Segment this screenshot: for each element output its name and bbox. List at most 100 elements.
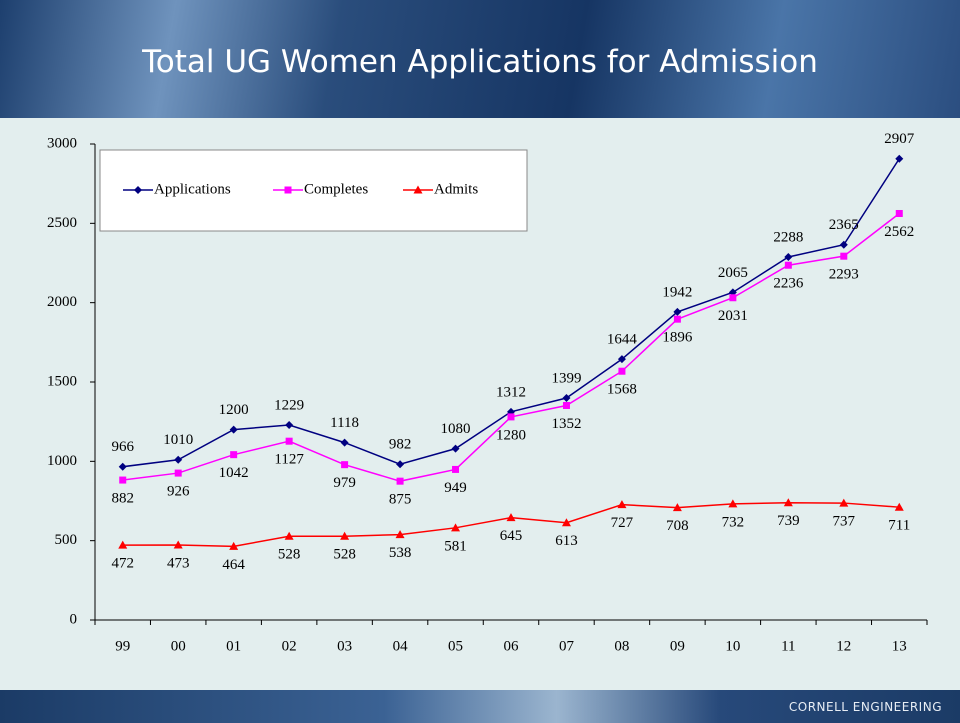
x-tick-label: 02 [282,638,297,654]
data-label: 472 [111,556,134,572]
data-label: 1399 [551,370,581,386]
chart: 0500100015002000250030009900010203040506… [0,0,960,723]
point [895,155,903,163]
y-tick-label: 500 [55,532,78,548]
point [729,294,736,301]
point [396,460,404,468]
data-label: 581 [444,538,467,554]
point [119,477,126,484]
x-tick-label: 04 [393,638,409,654]
point [341,439,349,447]
data-label: 2236 [773,276,804,292]
data-label: 2365 [829,217,859,233]
data-label: 2907 [884,131,915,147]
legend-label: Completes [304,181,368,197]
point [563,402,570,409]
data-label: 1896 [662,330,693,346]
x-tick-label: 01 [226,638,241,654]
point [175,470,182,477]
data-label: 1352 [551,416,581,432]
data-label: 727 [611,515,634,531]
data-label: 464 [222,557,245,573]
x-tick-label: 08 [614,638,629,654]
data-label: 979 [333,475,356,491]
y-tick-label: 1500 [47,373,77,389]
data-label: 1568 [607,382,637,398]
x-tick-label: 07 [559,638,575,654]
data-label: 926 [167,484,190,500]
point [230,426,238,434]
data-label: 737 [833,514,856,530]
data-label: 1042 [219,465,249,481]
x-tick-label: 00 [171,638,186,654]
data-label: 2288 [773,229,803,245]
y-tick-label: 2500 [47,215,77,231]
data-label: 1200 [219,402,249,418]
x-tick-label: 05 [448,638,463,654]
point [285,187,292,194]
slide: Total UG Women Applications for Admissio… [0,0,960,723]
data-label: 1010 [163,432,193,448]
data-label: 1312 [496,384,526,400]
point [508,413,515,420]
data-label: 2065 [718,265,748,281]
point [119,463,127,471]
data-label: 538 [389,545,412,561]
data-label: 645 [500,528,523,544]
point [341,461,348,468]
point [397,478,404,485]
data-label: 1118 [330,415,359,431]
data-label: 1942 [662,284,692,300]
data-label: 2293 [829,267,859,283]
data-label: 1080 [441,421,471,437]
footer-banner: CORNELL ENGINEERING [0,690,960,723]
x-tick-label: 13 [892,638,907,654]
footer-text: CORNELL ENGINEERING [789,700,942,714]
y-tick-label: 3000 [47,135,77,151]
point [452,466,459,473]
data-label: 949 [444,480,467,496]
legend-label: Applications [154,181,231,197]
data-label: 875 [389,492,412,508]
data-label: 528 [333,547,356,563]
point [618,368,625,375]
data-label: 528 [278,547,301,563]
data-label: 708 [666,518,689,534]
data-label: 732 [722,514,745,530]
point [785,262,792,269]
data-label: 613 [555,533,578,549]
y-tick-label: 2000 [47,294,77,310]
data-label: 1644 [607,332,638,348]
data-label: 982 [389,437,412,453]
data-label: 882 [111,490,134,506]
point [840,253,847,260]
point [896,210,903,217]
data-label: 473 [167,555,190,571]
x-tick-label: 03 [337,638,352,654]
data-label: 1127 [274,452,304,468]
data-label: 1280 [496,427,526,443]
point [452,445,460,453]
y-tick-label: 0 [70,611,78,627]
legend-label: Admits [434,181,478,197]
point [230,451,237,458]
data-label: 966 [111,439,134,455]
x-tick-label: 12 [836,638,851,654]
x-tick-label: 11 [781,638,795,654]
point [174,456,182,464]
point [286,438,293,445]
data-label: 739 [777,513,800,529]
x-tick-label: 99 [115,638,130,654]
x-tick-label: 10 [725,638,740,654]
data-label: 2562 [884,224,914,240]
point [840,241,848,249]
data-label: 1229 [274,397,304,413]
point [285,421,293,429]
point [507,513,516,521]
point [784,253,792,261]
data-label: 711 [888,518,910,534]
x-tick-label: 06 [504,638,520,654]
point [674,316,681,323]
data-label: 2031 [718,308,748,324]
x-tick-label: 09 [670,638,685,654]
